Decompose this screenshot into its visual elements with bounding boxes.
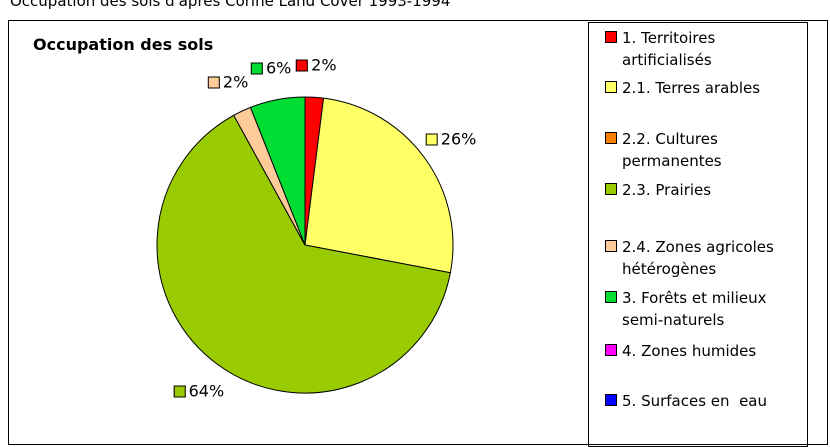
- legend-text: 3. Forêts et milieux semi-naturels: [622, 289, 772, 329]
- legend-text: 5. Surfaces en eau: [622, 392, 768, 410]
- label-text: 64%: [188, 381, 225, 401]
- legend-item: 5. Surfaces en eau: [605, 390, 805, 412]
- legend-item: 2.3. Prairies: [605, 179, 805, 201]
- legend-text: 2.1. Terres arables: [622, 79, 761, 97]
- legend-item: 2.4. Zones agricoles hétérogènes: [605, 236, 805, 280]
- legend-swatch: [605, 31, 617, 43]
- value-label: 26%: [425, 129, 477, 149]
- legend: 1. Territoires artificialisés 2.1. Terres…: [588, 22, 808, 447]
- pie-slice: [249, 96, 306, 246]
- value-label: 2%: [296, 55, 337, 75]
- legend-swatch: [605, 394, 617, 406]
- pie-slice: [304, 97, 454, 274]
- legend-item: 4. Zones humides: [605, 340, 805, 362]
- label-swatch: [207, 76, 220, 89]
- legend-text: 1. Territoires artificialisés: [622, 29, 721, 69]
- legend-swatch: [605, 132, 617, 144]
- legend-item: 2.2. Cultures permanentes: [605, 128, 805, 172]
- label-swatch: [425, 133, 438, 146]
- label-text: 6%: [265, 58, 292, 78]
- legend-swatch: [605, 291, 617, 303]
- legend-text: 2.3. Prairies: [622, 181, 712, 199]
- legend-text: 4. Zones humides: [622, 342, 757, 360]
- label-swatch: [250, 62, 263, 75]
- legend-text: 2.4. Zones agricoles hétérogènes: [622, 238, 779, 278]
- legend-swatch: [605, 183, 617, 195]
- label-text: 2%: [222, 72, 249, 92]
- pie-slice: [156, 114, 451, 394]
- legend-item: 2.1. Terres arables: [605, 77, 805, 99]
- value-label: 64%: [173, 381, 225, 401]
- legend-swatch: [605, 344, 617, 356]
- legend-item: 3. Forêts et milieux semi-naturels: [605, 287, 805, 331]
- legend-swatch: [605, 81, 617, 93]
- value-label: 6%: [250, 58, 292, 78]
- label-swatch: [296, 59, 309, 72]
- legend-text: 2.2. Cultures permanentes: [622, 130, 723, 170]
- value-label: 2%: [207, 72, 249, 92]
- chart-title: Occupation des sols: [33, 35, 214, 54]
- legend-item: 1. Territoires artificialisés: [605, 27, 805, 71]
- label-text: 26%: [440, 129, 477, 149]
- pie: [156, 96, 454, 394]
- label-swatch: [173, 385, 186, 398]
- caption: Occupation des sols d'après Corine Land …: [10, 0, 451, 10]
- legend-swatch: [605, 240, 617, 252]
- label-text: 2%: [311, 55, 337, 75]
